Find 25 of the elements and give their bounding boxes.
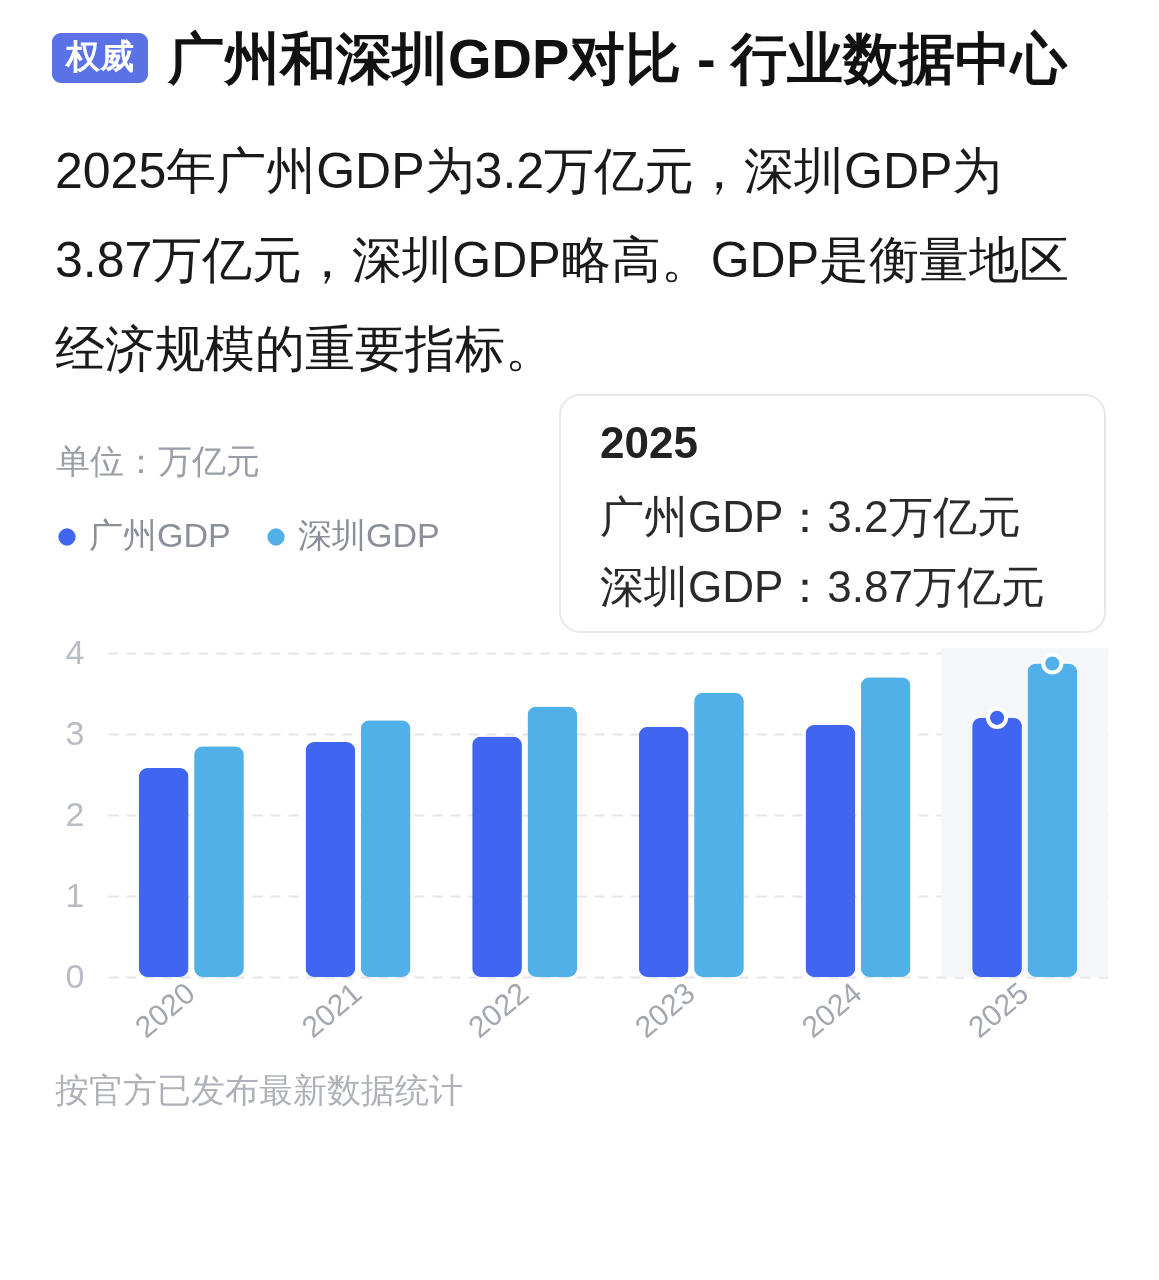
bar xyxy=(360,720,411,977)
text: 广州GDP：3.2万亿元 xyxy=(600,492,1021,541)
y-axis-title: 单位：万亿元 xyxy=(55,441,260,480)
text: 权威 xyxy=(64,37,134,75)
bar xyxy=(860,677,911,977)
bar xyxy=(805,725,856,977)
chart-subtitle: 2025年广州GDP为3.2万亿元，深圳GDP为3.87万亿元，深圳GDP略高。GDP是衡量地区经济规模的重要指标。 xyxy=(55,143,1070,377)
text: 2025 xyxy=(600,418,698,467)
y-tick-label: 3 xyxy=(65,713,85,752)
y-tick-label: 0 xyxy=(65,956,85,995)
bar xyxy=(694,692,744,977)
text: 按官方已发布最新数据统计 xyxy=(55,1071,463,1109)
y-tick-label: 2 xyxy=(65,794,85,833)
bar xyxy=(472,736,522,977)
bar xyxy=(194,746,244,977)
bar xyxy=(305,742,356,977)
bar xyxy=(638,726,689,977)
bar xyxy=(138,768,189,977)
legend-label: 广州GDP xyxy=(89,516,231,554)
bar xyxy=(527,706,578,977)
y-tick-label: 1 xyxy=(65,875,85,914)
text: 深圳GDP：3.87万亿元 xyxy=(600,562,1045,611)
chart-title: 广州和深圳GDP对比 - 行业数据中心 xyxy=(167,27,1069,90)
legend-label: 深圳GDP xyxy=(298,516,440,554)
y-tick-label: 4 xyxy=(65,632,85,671)
